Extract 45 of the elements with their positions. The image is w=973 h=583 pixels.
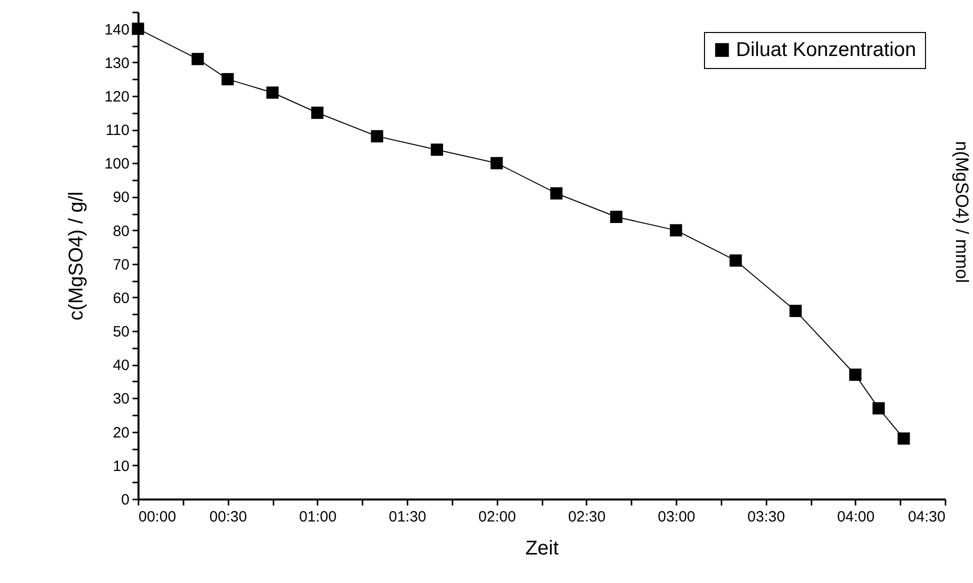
x-tick-label: 04:30 [908,508,946,526]
point [222,73,234,86]
y-tick-label: 120 [104,88,130,106]
x-tick-label: 01:30 [388,508,426,526]
y-tick-label: 10 [112,458,130,475]
point [872,402,885,414]
y-tick-label: 30 [112,390,130,408]
point [849,368,862,381]
x-tick-label: 02:00 [478,508,516,526]
point [311,106,324,119]
y-tick-label: 100 [104,156,130,173]
point [266,86,279,99]
y-tick-label: 90 [112,189,130,206]
legend-label: Diluat Konzentration [736,39,916,61]
y-tick-label: 70 [112,256,130,274]
y-tick-label: 80 [112,222,130,240]
x-tick-label: 00:30 [209,508,247,526]
x-tick-label: 04:00 [837,508,875,526]
point [132,22,144,35]
point [610,210,622,223]
y2-axis-title: n(MgSO4) / mmol [952,140,972,284]
y-tick-label: 20 [112,424,130,442]
y-tick-label: 60 [112,290,130,307]
y-tick-label: 130 [104,54,130,72]
x-tick-label: 00:00 [138,508,176,526]
y-tick-label: 110 [106,122,130,140]
x-axis-title: Zeit [525,538,560,560]
point [730,254,742,267]
point [192,52,204,66]
x-tick-label: 03:30 [747,508,785,526]
y-tick-label: 140 [104,21,130,38]
point [789,304,802,318]
y-axis-title: c(MgSO4) / g/l [65,192,88,320]
point [370,130,384,142]
point [670,224,682,236]
y-tick-label: 40 [112,357,130,374]
y-tick-label: 50 [112,324,130,341]
point [490,157,503,170]
point [898,432,910,445]
x-tick-label: 02:30 [568,508,606,526]
y-tick-label: 0 [121,492,130,508]
point [550,187,563,200]
x-tick-label: 03:00 [658,508,696,526]
x-tick-label: 01:00 [299,508,337,526]
point [430,144,444,156]
